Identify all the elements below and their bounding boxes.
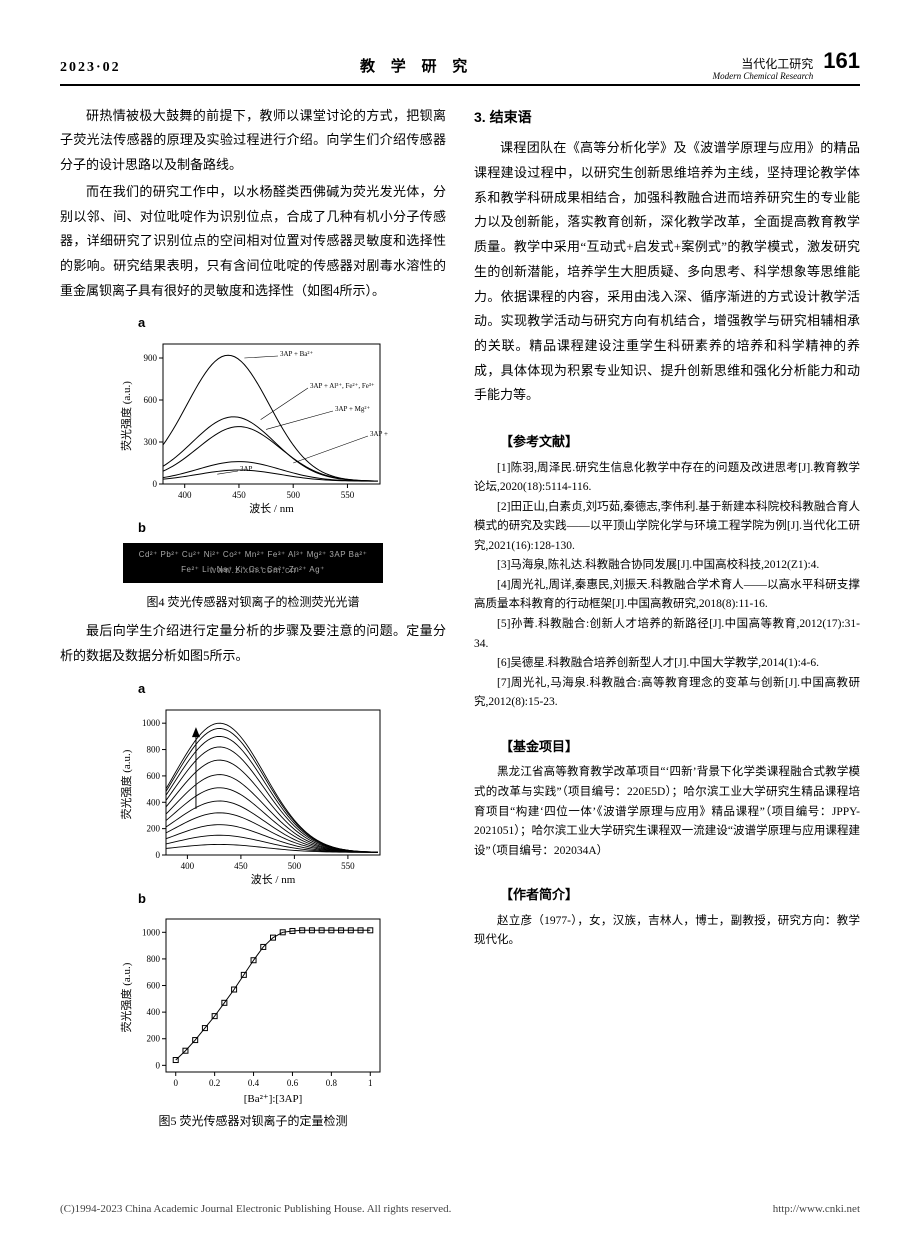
svg-text:荧光强度 (a.u.): 荧光强度 (a.u.): [119, 749, 133, 819]
svg-text:0.2: 0.2: [209, 1078, 220, 1088]
left-column: 研热情被极大鼓舞的前提下，教师以课堂讨论的方式，把钡离子荧光法传感器的原理及实验…: [60, 104, 446, 1139]
panel-label-a: a: [138, 311, 388, 336]
reference-item: [6]吴德星.科教融合培养创新型人才[J].中国大学教学,2014(1):4-6…: [474, 654, 860, 674]
svg-text:1000: 1000: [142, 718, 161, 728]
svg-text:600: 600: [147, 770, 161, 780]
svg-text:600: 600: [144, 395, 158, 405]
issue-label: 2023·02: [60, 55, 121, 82]
journal-block: 当代化工研究 Modern Chemical Research: [713, 57, 814, 82]
page-number: 161: [823, 40, 860, 82]
svg-text:0.8: 0.8: [326, 1078, 338, 1088]
reference-item: [1]陈羽,周泽民.研究生信息化教学中存在的问题及改进思考[J].教育教学论坛,…: [474, 459, 860, 498]
svg-text:0: 0: [156, 1061, 161, 1071]
references-list: [1]陈羽,周泽民.研究生信息化教学中存在的问题及改进思考[J].教育教学论坛,…: [474, 459, 860, 713]
panel-label-a: a: [138, 677, 388, 702]
svg-text:波长 / nm: 波长 / nm: [249, 502, 294, 515]
svg-text:800: 800: [147, 744, 161, 754]
svg-text:3AP: 3AP: [240, 465, 253, 473]
svg-text:3AP + Mg²⁺: 3AP + Mg²⁺: [335, 405, 370, 413]
svg-text:0: 0: [173, 1078, 178, 1088]
reference-item: [2]田正山,白素贞,刘巧茹,秦德志,李伟利.基于新建本科院校科教融合育人模式的…: [474, 498, 860, 557]
svg-text:400: 400: [178, 490, 192, 500]
footer-url: http://www.cnki.net: [773, 1199, 860, 1220]
watermark: www.zixin.com.cn: [123, 562, 383, 579]
paragraph: 而在我们的研究工作中，以水杨醛类西佛碱为荧光发光体，分别以邻、间、对位吡啶作为识…: [60, 180, 446, 303]
section-title: 教 学 研 究: [121, 53, 713, 82]
svg-text:0.6: 0.6: [287, 1078, 299, 1088]
svg-text:3AP + Li⁺, Na⁺, K⁺, Cs⁺, Cu²⁺,: 3AP + Li⁺, Na⁺, K⁺, Cs⁺, Cu²⁺, Mn²⁺, Co²…: [370, 430, 388, 438]
svg-text:450: 450: [232, 490, 246, 500]
svg-text:400: 400: [181, 861, 195, 871]
svg-text:900: 900: [144, 353, 158, 363]
svg-text:550: 550: [341, 861, 355, 871]
fund-title: 【基金项目】: [474, 735, 860, 760]
svg-text:波长 / nm: 波长 / nm: [251, 873, 296, 886]
reference-item: [5]孙菁.科教融合:创新人才培养的新路径[J].中国高等教育,2012(17)…: [474, 615, 860, 654]
svg-text:0: 0: [153, 479, 158, 489]
svg-text:荧光强度 (a.u.): 荧光强度 (a.u.): [119, 381, 133, 451]
svg-text:200: 200: [147, 823, 161, 833]
figure-5: a 400 450 500 550 0 200 400 600 800 1000 波长 / nm 荧光…: [60, 677, 446, 1106]
svg-text:300: 300: [144, 437, 158, 447]
fig4b-gel-strip: Cd²⁺ Pb²⁺ Cu²⁺ Ni²⁺ Co²⁺ Mn²⁺ Fe³⁺ Al³⁺ …: [123, 543, 383, 583]
panel-label-b: b: [138, 516, 388, 541]
references-title: 【参考文献】: [474, 430, 860, 455]
journal-en: Modern Chemical Research: [713, 71, 814, 82]
svg-text:400: 400: [147, 1007, 161, 1017]
svg-text:1000: 1000: [142, 928, 161, 938]
reference-item: [7]周光礼,马海泉.科教融合:高等教育理念的变革与创新[J].中国高教研究,2…: [474, 674, 860, 713]
svg-text:200: 200: [147, 1034, 161, 1044]
two-column-layout: 研热情被极大鼓舞的前提下，教师以课堂讨论的方式，把钡离子荧光法传感器的原理及实验…: [60, 104, 860, 1139]
footer-copyright: (C)1994-2023 China Academic Journal Elec…: [60, 1199, 451, 1220]
footer: (C)1994-2023 China Academic Journal Elec…: [0, 1199, 920, 1240]
fig5-caption: 图5 荧光传感器对钡离子的定量检测: [60, 1110, 446, 1133]
paragraph: 最后向学生介绍进行定量分析的步骤及要注意的问题。定量分析的数据及数据分析如图5所…: [60, 619, 446, 668]
svg-text:3AP + Ba²⁺: 3AP + Ba²⁺: [280, 350, 314, 358]
fig4a-chart: 400 450 500 550 0 300 600 900 波长 / nm 荧光强度 (a.u.)…: [118, 336, 388, 516]
svg-text:450: 450: [234, 861, 248, 871]
section-3-title: 3. 结束语: [474, 104, 860, 131]
svg-text:500: 500: [288, 861, 302, 871]
fund-body: 黑龙江省高等教育教学改革项目“‘四新’背景下化学类课程融合式教学模式的改革与实践…: [474, 763, 860, 861]
svg-text:400: 400: [147, 797, 161, 807]
svg-text:600: 600: [147, 981, 161, 991]
page-header: 2023·02 教 学 研 究 当代化工研究 Modern Chemical R…: [60, 40, 860, 86]
paragraph: 研热情被极大鼓舞的前提下，教师以课堂讨论的方式，把钡离子荧光法传感器的原理及实验…: [60, 104, 446, 178]
author-body: 赵立彦（1977-），女，汉族，吉林人，博士，副教授，研究方向：教学现代化。: [474, 912, 860, 951]
page: 2023·02 教 学 研 究 当代化工研究 Modern Chemical R…: [0, 0, 920, 1169]
svg-text:800: 800: [147, 954, 161, 964]
author-title: 【作者简介】: [474, 883, 860, 908]
figure-4: a 400 450 500 550 0 300 600 900 波长 / nm 荧光强度 (a.u…: [60, 311, 446, 586]
panel-label-b: b: [138, 887, 388, 912]
svg-text:1: 1: [368, 1078, 373, 1088]
fig5b-chart: 0 0.2 0.4 0.6 0.8 1 0 200 400 600 800 1000 [Ba²⁺]:[3…: [118, 911, 388, 1106]
fig5a-chart: 400 450 500 550 0 200 400 600 800 1000 波长 / nm 荧光强度…: [118, 702, 388, 887]
fig4-caption: 图4 荧光传感器对钡离子的检测荧光光谱: [60, 591, 446, 614]
svg-text:500: 500: [286, 490, 300, 500]
svg-text:0: 0: [156, 850, 161, 860]
journal-cn: 当代化工研究: [713, 57, 814, 71]
section-3-body: 课程团队在《高等分析化学》及《波谱学原理与应用》的精品课程建设过程中，以研究生创…: [474, 136, 860, 408]
reference-item: [4]周光礼,周详,秦惠民,刘振天.科教融合学术育人——以高水平科研支撑高质量本…: [474, 576, 860, 615]
reference-item: [3]马海泉,陈礼达.科教融合协同发展[J].中国高校科技,2012(Z1):4…: [474, 556, 860, 576]
svg-text:550: 550: [341, 490, 355, 500]
svg-text:0.4: 0.4: [248, 1078, 260, 1088]
right-column: 3. 结束语 课程团队在《高等分析化学》及《波谱学原理与应用》的精品课程建设过程…: [474, 104, 860, 1139]
svg-text:3AP + Al³⁺, Fe²⁺, Fe³⁺: 3AP + Al³⁺, Fe²⁺, Fe³⁺: [310, 382, 375, 390]
svg-text:荧光强度 (a.u.): 荧光强度 (a.u.): [119, 962, 133, 1032]
svg-text:[Ba²⁺]:[3AP]: [Ba²⁺]:[3AP]: [244, 1093, 303, 1105]
